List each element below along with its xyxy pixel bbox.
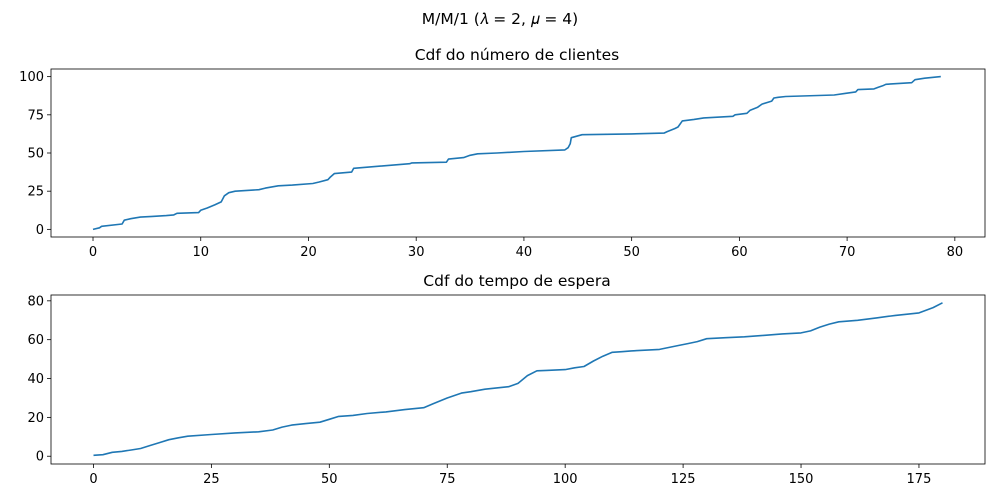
subplot-top-series-line (92, 75, 941, 231)
x-tick-label: 150 (789, 472, 814, 487)
x-tick-label: 25 (203, 472, 220, 487)
x-tick-label: 125 (671, 472, 696, 487)
x-tick-label: 100 (553, 472, 578, 487)
subplot-bottom-title: Cdf do tempo de espera (423, 272, 610, 290)
x-tick-label: 50 (321, 472, 338, 487)
x-tick-label: 0 (89, 472, 97, 487)
subplot-bottom: Cdf do tempo de espera 0 25 50 75 100 125 150 1… (27, 272, 986, 487)
x-tick-label: 10 (192, 245, 209, 260)
y-tick-label: 0 (36, 223, 44, 238)
y-tick-label: 25 (27, 185, 44, 200)
x-tick-label: 50 (623, 245, 640, 260)
subplot-top: Cdf do número de clientes 0 10 20 30 40 50 60 7… (19, 46, 986, 260)
y-tick-label: 20 (27, 411, 44, 426)
y-tick-label: 100 (19, 70, 44, 85)
x-tick-label: 80 (947, 245, 964, 260)
subplot-top-title: Cdf do número de clientes (415, 46, 620, 64)
figure-suptitle: M/M/1 (𝜆 = 2, 𝜇 = 4) (422, 10, 578, 28)
subplot-bottom-series-line (93, 302, 943, 457)
y-tick-label: 80 (27, 294, 44, 309)
x-tick-label: 0 (89, 245, 97, 260)
y-tick-label: 50 (27, 147, 44, 162)
x-tick-label: 60 (731, 245, 748, 260)
x-tick-label: 30 (408, 245, 425, 260)
x-tick-label: 75 (439, 472, 456, 487)
y-tick-label: 60 (27, 333, 44, 348)
subplot-bottom-frame (50, 294, 986, 465)
x-tick-label: 40 (516, 245, 533, 260)
x-tick-label: 70 (839, 245, 856, 260)
y-tick-label: 0 (36, 450, 44, 465)
y-tick-label: 75 (27, 108, 44, 123)
x-tick-label: 175 (907, 472, 932, 487)
y-tick-label: 40 (27, 372, 44, 387)
x-tick-label: 20 (300, 245, 317, 260)
